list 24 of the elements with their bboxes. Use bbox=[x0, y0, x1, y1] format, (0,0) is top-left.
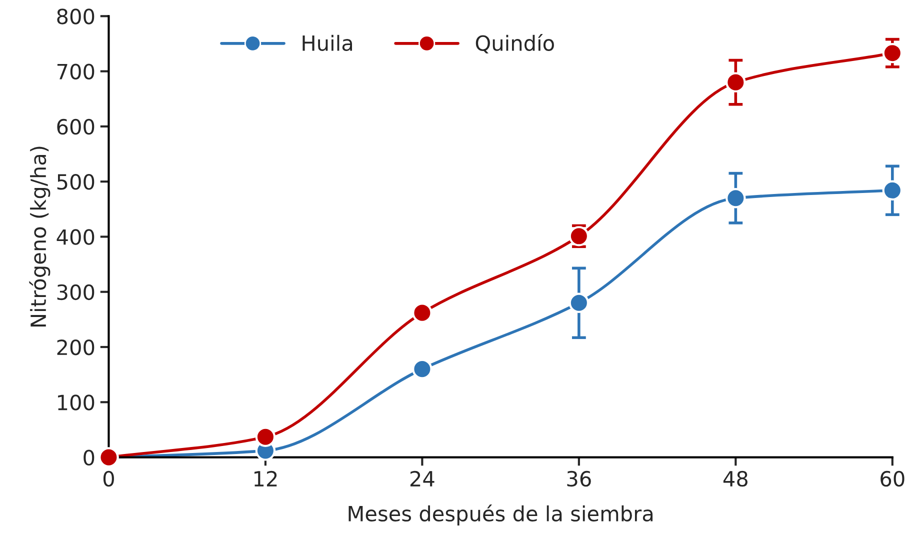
y-tick-label: 0 bbox=[84, 450, 94, 466]
point bbox=[255, 426, 276, 447]
point bbox=[568, 292, 590, 313]
x-axis-title: Meses después de la siembra bbox=[348, 504, 653, 526]
x-tick-label: 60 bbox=[880, 470, 904, 487]
legend-label: Quindío bbox=[476, 34, 554, 54]
y-tick-label: 100 bbox=[58, 394, 94, 410]
point bbox=[726, 72, 746, 92]
legend-label: Huila bbox=[302, 34, 352, 52]
y-axis-title: Nitrógeno (kg/ha) bbox=[29, 146, 50, 326]
x-tick-label: 12 bbox=[254, 470, 277, 486]
y-tick-label: 300 bbox=[57, 284, 94, 300]
y-tick-label: 500 bbox=[57, 174, 94, 190]
y-tick-label: 700 bbox=[57, 64, 94, 80]
x-tick-label: 24 bbox=[410, 470, 434, 486]
x-tick-label: 48 bbox=[723, 470, 748, 487]
point bbox=[726, 188, 746, 208]
x-tick-label: 0 bbox=[103, 470, 114, 487]
y-tick-label: 400 bbox=[56, 229, 94, 245]
y-tick-label: 800 bbox=[57, 8, 94, 24]
point bbox=[412, 302, 432, 323]
x-tick-label: 36 bbox=[567, 470, 591, 487]
y-tick-label: 600 bbox=[57, 118, 94, 135]
y-tick-label: 200 bbox=[57, 339, 94, 356]
